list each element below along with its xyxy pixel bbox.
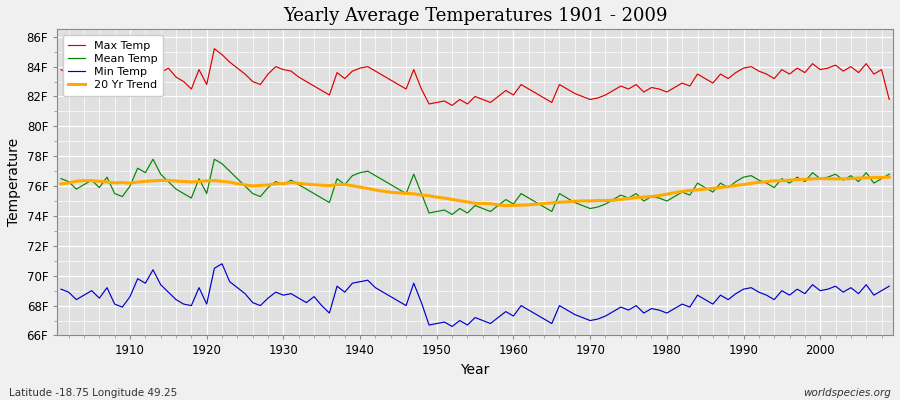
20 Yr Trend: [508, 203, 518, 208]
Line: Max Temp: Max Temp: [61, 49, 889, 106]
X-axis label: Year: Year: [461, 363, 490, 377]
Min Temp: [293, 296, 304, 300]
Text: Latitude -18.75 Longitude 49.25: Latitude -18.75 Longitude 49.25: [9, 388, 177, 398]
Mean Temp: [616, 193, 626, 198]
20 Yr Trend: [884, 175, 895, 180]
Min Temp: [616, 305, 626, 310]
Mean Temp: [524, 196, 535, 200]
Max Temp: [339, 76, 350, 81]
Max Temp: [446, 103, 457, 108]
Mean Temp: [148, 157, 158, 162]
Text: worldspecies.org: worldspecies.org: [803, 388, 891, 398]
20 Yr Trend: [56, 182, 67, 186]
Min Temp: [339, 290, 350, 294]
Max Temp: [209, 46, 220, 51]
Mean Temp: [117, 194, 128, 199]
Min Temp: [516, 303, 526, 308]
Min Temp: [524, 308, 535, 312]
Mean Temp: [56, 176, 67, 181]
Max Temp: [884, 97, 895, 102]
Min Temp: [117, 305, 128, 310]
Line: Mean Temp: Mean Temp: [61, 159, 889, 214]
Min Temp: [217, 261, 228, 266]
Max Temp: [516, 82, 526, 87]
Max Temp: [117, 82, 128, 87]
20 Yr Trend: [117, 180, 128, 185]
Mean Temp: [446, 212, 457, 217]
Mean Temp: [884, 172, 895, 176]
Line: Min Temp: Min Temp: [61, 264, 889, 326]
20 Yr Trend: [500, 203, 511, 208]
Min Temp: [884, 284, 895, 288]
20 Yr Trend: [285, 180, 296, 185]
20 Yr Trend: [516, 203, 526, 208]
20 Yr Trend: [608, 198, 618, 203]
Max Temp: [56, 67, 67, 72]
Y-axis label: Temperature: Temperature: [7, 138, 21, 226]
Line: 20 Yr Trend: 20 Yr Trend: [61, 177, 889, 206]
Max Temp: [524, 87, 535, 92]
Min Temp: [446, 324, 457, 329]
Mean Temp: [339, 182, 350, 187]
Mean Temp: [516, 191, 526, 196]
Title: Yearly Average Temperatures 1901 - 2009: Yearly Average Temperatures 1901 - 2009: [283, 7, 668, 25]
Max Temp: [616, 84, 626, 88]
20 Yr Trend: [332, 182, 343, 187]
Mean Temp: [293, 182, 304, 187]
Max Temp: [293, 75, 304, 80]
Legend: Max Temp, Mean Temp, Min Temp, 20 Yr Trend: Max Temp, Mean Temp, Min Temp, 20 Yr Tre…: [63, 35, 163, 96]
Min Temp: [56, 287, 67, 292]
